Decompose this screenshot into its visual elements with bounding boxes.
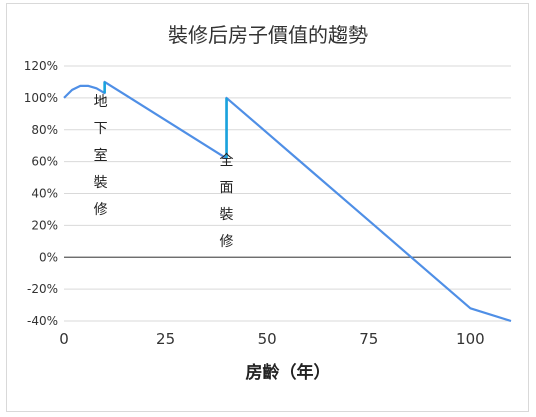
series-line [63,80,512,323]
annotation-char: 修 [220,234,234,250]
annotation-char: 下 [94,121,108,137]
y-tick-label: -40% [27,314,58,328]
x-axis-label: 房齡（年） [246,362,331,383]
x-tick-label: 50 [258,330,277,348]
annotation-char: 全 [220,152,234,169]
y-tick-label: 120% [24,59,58,73]
x-tick-label: 25 [156,330,175,348]
y-tick-label: 0% [39,250,58,264]
x-tick-label: 100 [456,330,485,348]
x-tick-label: 75 [359,330,378,348]
annotation-char: 面 [220,180,234,196]
annotation-char: 室 [94,147,108,164]
y-tick-label: 80% [31,123,58,137]
annotation-char: 裝 [220,207,234,223]
gridlines [64,65,511,322]
y-tick-label: 60% [31,155,58,169]
x-tick-label: 0 [59,330,69,348]
y-tick-label: 100% [24,91,58,105]
chart-title: 裝修后房子價值的趨勢 [168,23,368,47]
y-tick-label: -20% [27,282,58,296]
chart-frame [6,3,529,412]
annotation-char: 裝 [94,175,108,191]
annotation-char: 地 [94,94,108,110]
y-tick-labels: -40% -20% 0% 20% 40% 60% 80% 100% 120% [24,59,58,328]
y-tick-label: 40% [31,187,58,201]
series-layer [63,80,512,323]
y-tick-label: 20% [31,218,58,232]
annotation-char: 修 [94,202,108,218]
x-tick-labels: 0 25 50 75 100 [59,330,484,348]
